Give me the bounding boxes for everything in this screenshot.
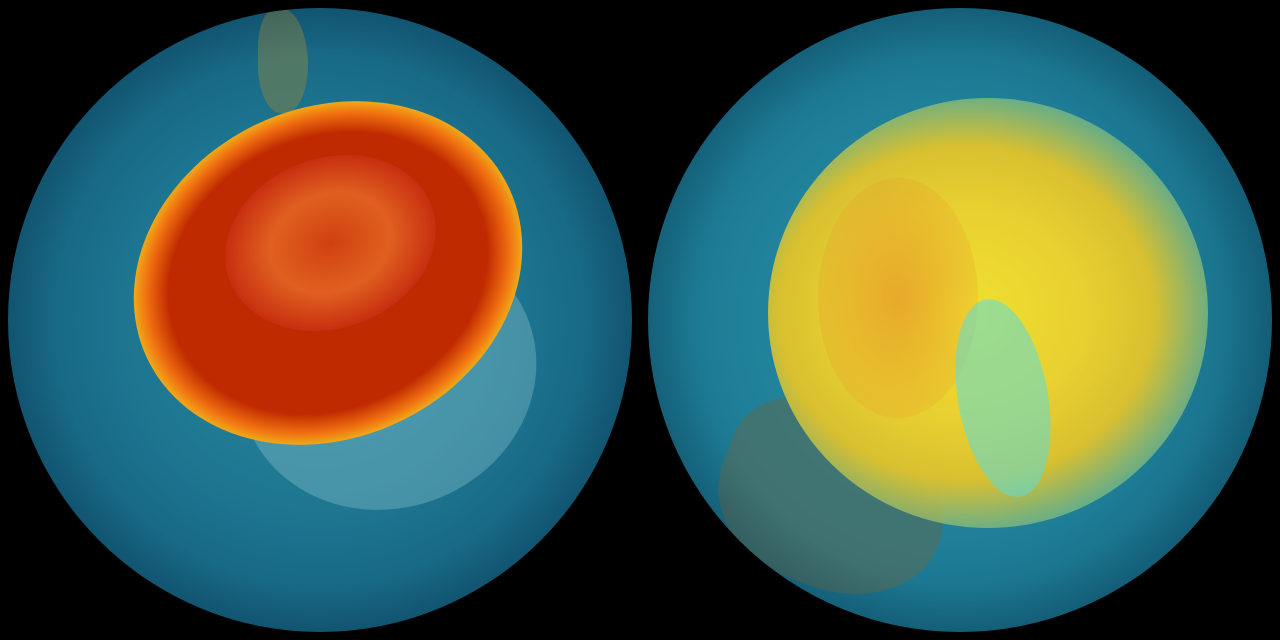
globe-shading <box>648 8 1272 632</box>
globe-shading <box>8 8 632 632</box>
northern-hemisphere-globe <box>648 8 1272 632</box>
southern-hemisphere-globe <box>8 8 632 632</box>
